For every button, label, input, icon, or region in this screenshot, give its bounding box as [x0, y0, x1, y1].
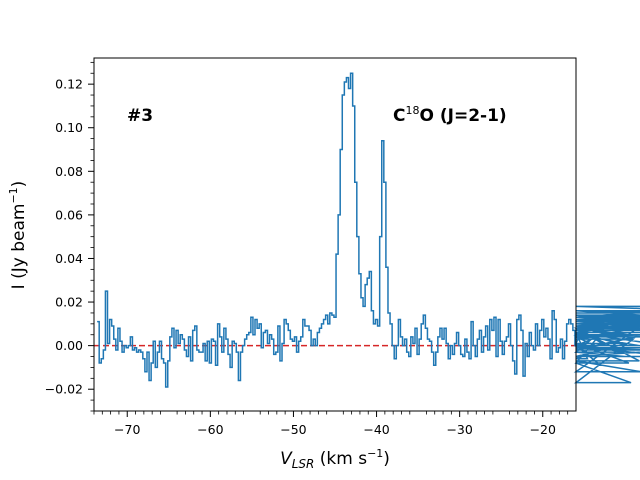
y-tick-label: 0.06	[55, 207, 83, 222]
y-tick-label: 0.02	[55, 295, 83, 310]
x-axis-label: VLSR (km s−1)	[280, 447, 390, 471]
y-tick-label: 0.08	[55, 164, 83, 179]
minor-ticks	[90, 61, 569, 415]
x-tick-label: −40	[363, 422, 389, 437]
y-tick-label: 0.04	[55, 251, 83, 266]
spectrum-line	[97, 72, 640, 388]
plot-frame	[93, 57, 577, 412]
tick-labels: −70 −60 −50 −40 −30 −20 −0.02 0.00 0.02 0.04 0.06 0…	[45, 77, 556, 437]
x-tick-label: −30	[446, 422, 472, 437]
y-tick-label: −0.02	[45, 382, 83, 397]
y-tick-label: 0.00	[55, 338, 83, 353]
line-id-annotation: C18O (J=2-1)	[393, 104, 507, 126]
source-id-annotation: #3	[127, 106, 153, 126]
major-ticks	[88, 83, 544, 417]
x-tick-label: −50	[280, 422, 306, 437]
x-tick-label: −60	[197, 422, 223, 437]
y-tick-label: 0.12	[55, 77, 83, 92]
x-tick-label: −70	[114, 422, 140, 437]
y-tick-label: 0.10	[55, 120, 83, 135]
x-tick-label: −20	[530, 422, 556, 437]
y-axis-label: I (Jy beam−1)	[7, 181, 29, 290]
